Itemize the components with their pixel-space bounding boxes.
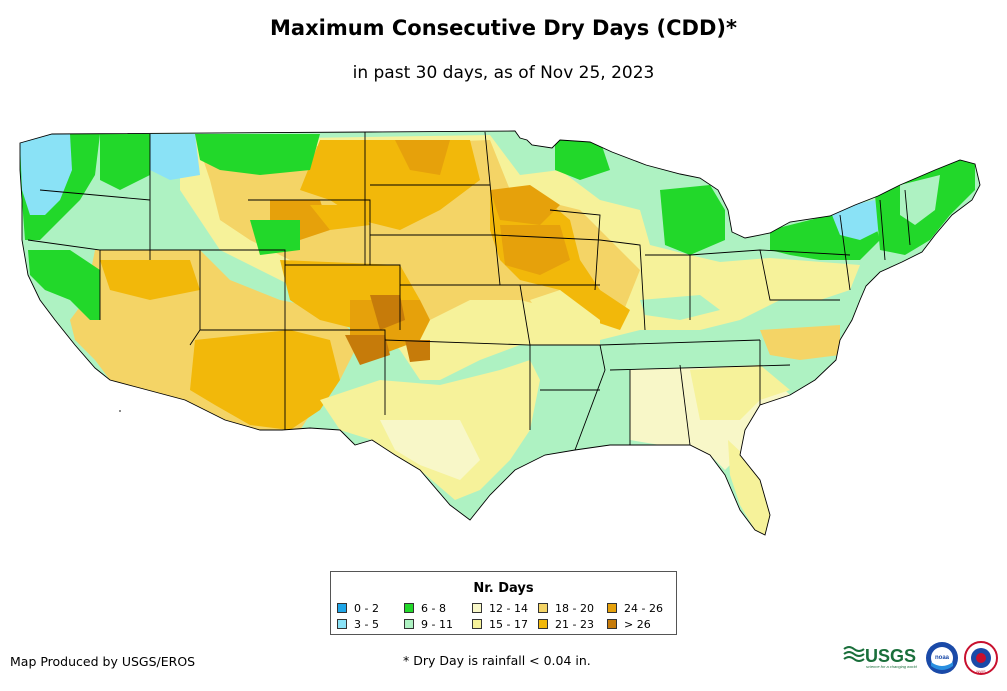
- legend-label: 24 - 26: [624, 602, 663, 615]
- legend-label: 9 - 11: [421, 618, 453, 631]
- noaa-logo-text: noaa: [935, 655, 950, 661]
- legend-swatch: [607, 603, 617, 613]
- legend-swatch: [472, 603, 482, 613]
- map-title: Maximum Consecutive Dry Days (CDD)*: [270, 16, 737, 40]
- legend-swatch: [337, 603, 347, 613]
- legend-swatch: [472, 619, 482, 629]
- usgs-logo-text: USGS: [865, 646, 916, 666]
- legend-item: 21 - 23: [538, 618, 594, 631]
- legend-item: 18 - 20: [538, 602, 594, 615]
- legend-item: 24 - 26: [607, 602, 663, 615]
- legend-label: 18 - 20: [555, 602, 594, 615]
- legend-label: 15 - 17: [489, 618, 528, 631]
- legend-swatch: [404, 619, 414, 629]
- legend-label: 12 - 14: [489, 602, 528, 615]
- legend-label: 3 - 5: [354, 618, 379, 631]
- usgs-tagline: science for a changing world: [866, 664, 917, 669]
- legend-swatch: [607, 619, 617, 629]
- legend-swatch: [404, 603, 414, 613]
- legend-item: 9 - 11: [404, 618, 453, 631]
- cdd-shading: [20, 131, 980, 535]
- nws-logo: NWS: [964, 641, 998, 675]
- legend-item: 3 - 5: [337, 618, 379, 631]
- legend-item: 6 - 8: [404, 602, 446, 615]
- nws-logo-text: NWS: [976, 669, 986, 674]
- legend-box: Nr. Days 0 - 2 3 - 5 6 - 8 9 - 11 12 - 1…: [330, 571, 677, 635]
- map-credit: Map Produced by USGS/EROS: [10, 654, 196, 669]
- legend-swatch: [538, 603, 548, 613]
- legend-item: 12 - 14: [472, 602, 528, 615]
- dry-day-footnote: * Dry Day is rainfall < 0.04 in.: [403, 653, 591, 668]
- legend-label: > 26: [624, 618, 651, 631]
- map-subtitle: in past 30 days, as of Nov 25, 2023: [352, 63, 655, 83]
- legend-label: 0 - 2: [354, 602, 379, 615]
- legend-title: Nr. Days: [473, 581, 534, 596]
- noaa-logo: noaa: [926, 642, 958, 674]
- legend-label: 6 - 8: [421, 602, 446, 615]
- legend-item: 0 - 2: [337, 602, 379, 615]
- legend-swatch: [337, 619, 347, 629]
- legend-item: 15 - 17: [472, 618, 528, 631]
- usgs-logo: USGS science for a changing world: [843, 646, 917, 669]
- legend-item: > 26: [607, 618, 651, 631]
- legend-swatch: [538, 619, 548, 629]
- legend-label: 21 - 23: [555, 618, 594, 631]
- state-borders: [19, 130, 981, 536]
